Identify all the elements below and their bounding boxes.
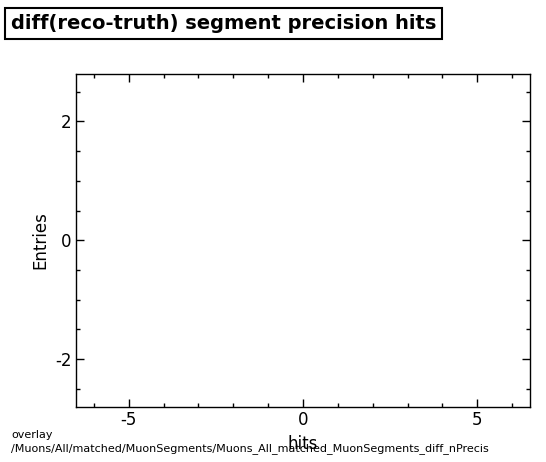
X-axis label: hits: hits (288, 435, 318, 453)
Y-axis label: Entries: Entries (32, 211, 50, 269)
Text: overlay: overlay (11, 430, 52, 440)
Text: diff(reco-truth) segment precision hits: diff(reco-truth) segment precision hits (11, 14, 436, 33)
Text: /Muons/All/matched/MuonSegments/Muons_All_matched_MuonSegments_diff_nPrecis: /Muons/All/matched/MuonSegments/Muons_Al… (11, 444, 489, 455)
